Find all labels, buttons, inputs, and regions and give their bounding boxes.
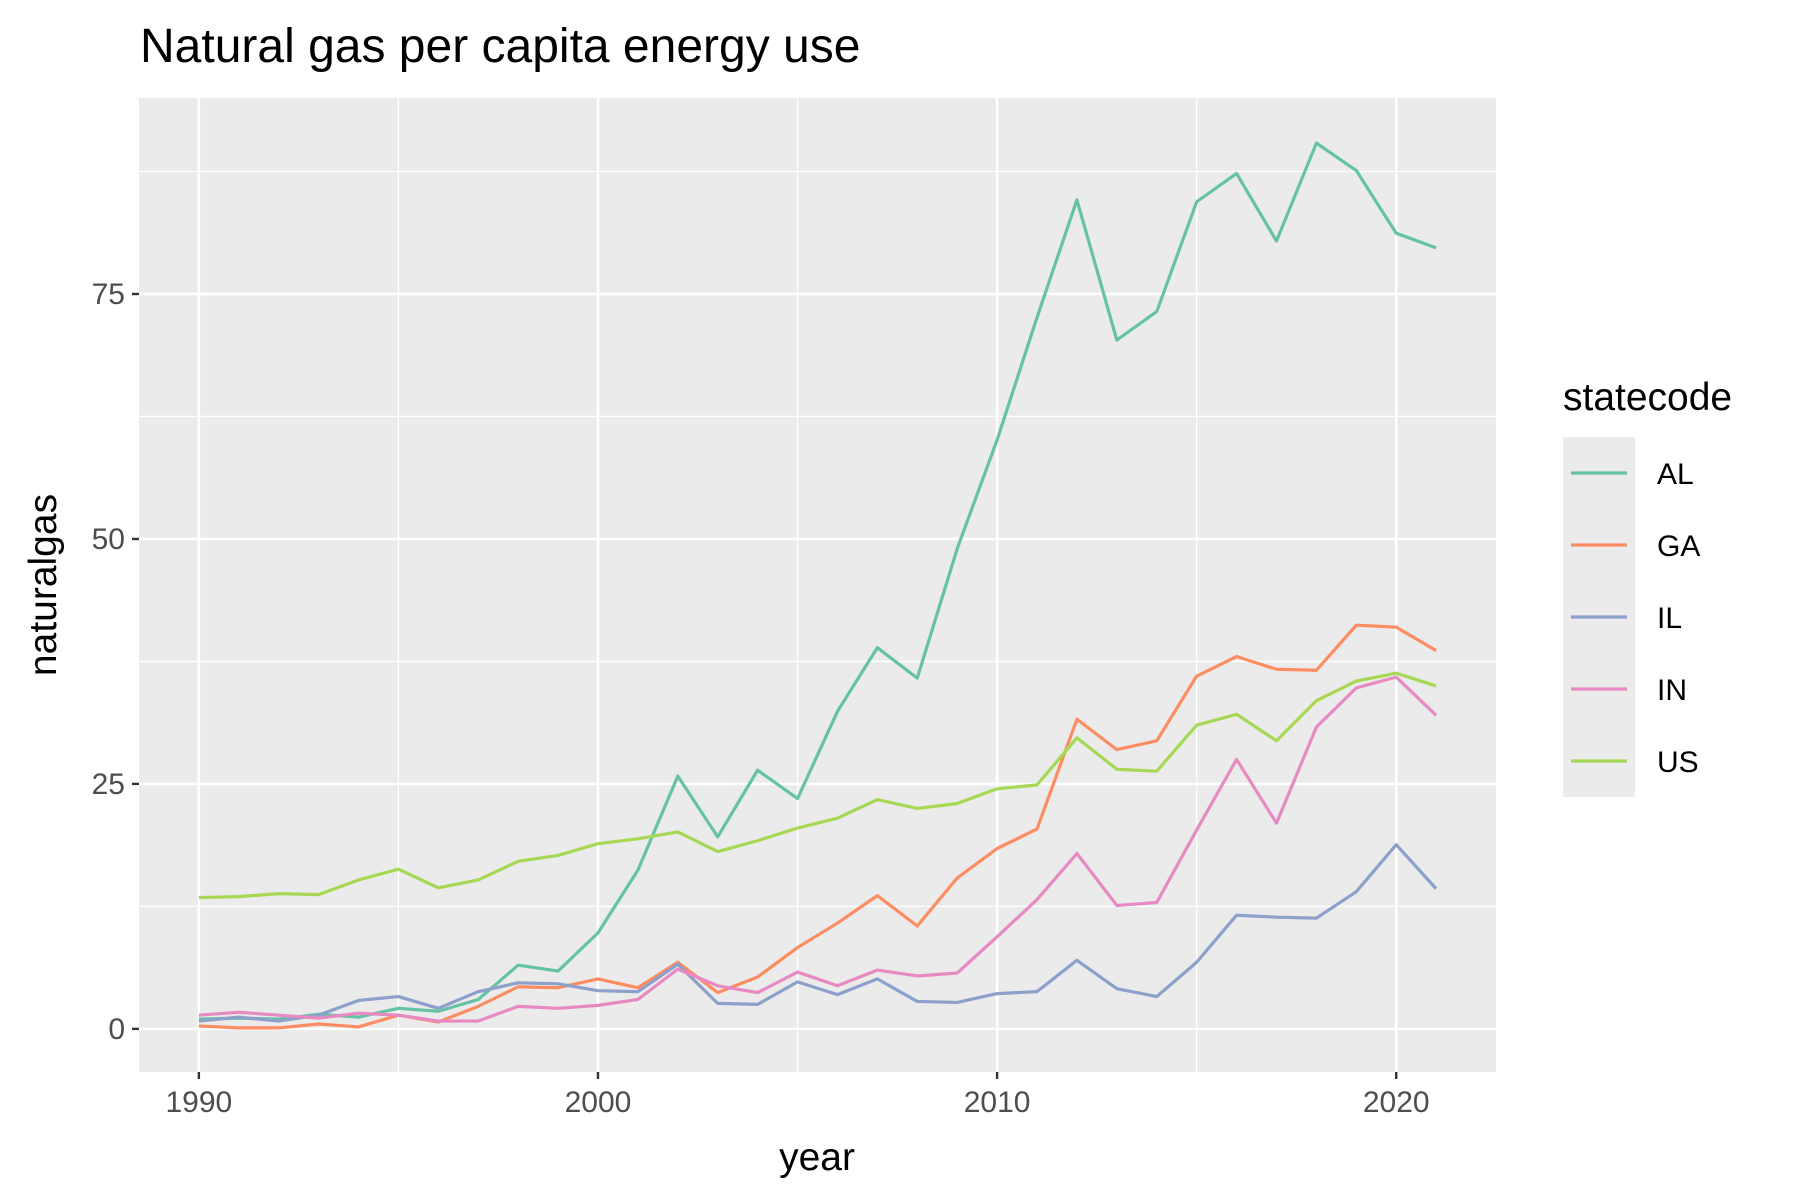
y-tick-label: 75 bbox=[92, 278, 125, 311]
legend-label-ga: GA bbox=[1657, 530, 1700, 563]
plot-panel bbox=[139, 98, 1496, 1072]
legend-title: statecode bbox=[1563, 376, 1732, 419]
series-line-il bbox=[198, 843, 1438, 1023]
x-tick-label: 1990 bbox=[165, 1086, 232, 1119]
legend-label-in: IN bbox=[1657, 674, 1687, 707]
chart-title: Natural gas per capita energy use bbox=[140, 20, 860, 73]
series-lines bbox=[198, 141, 1438, 1030]
x-tick-label: 2000 bbox=[565, 1086, 632, 1119]
y-tick-label: 25 bbox=[92, 768, 125, 801]
minor-gridlines bbox=[139, 98, 1496, 1072]
legend-label-al: AL bbox=[1657, 458, 1694, 491]
x-axis-title: year bbox=[779, 1136, 855, 1179]
series-line-al bbox=[198, 141, 1437, 1021]
y-axis: 0 25 50 75 bbox=[92, 278, 139, 1046]
x-tick-label: 2010 bbox=[964, 1086, 1031, 1119]
major-gridlines bbox=[139, 98, 1496, 1072]
y-axis-title: naturalgas bbox=[22, 494, 65, 676]
series-line-in bbox=[198, 675, 1438, 1023]
x-axis: 1990 2000 2010 2020 bbox=[165, 1072, 1430, 1119]
x-tick-label: 2020 bbox=[1363, 1086, 1430, 1119]
y-tick-label: 50 bbox=[92, 523, 125, 556]
legend-label-us: US bbox=[1657, 746, 1699, 779]
y-tick-label: 0 bbox=[108, 1013, 125, 1046]
legend-label-il: IL bbox=[1657, 602, 1682, 635]
legend: AL GA IL IN US bbox=[1571, 458, 1700, 779]
series-line-us bbox=[198, 671, 1437, 900]
